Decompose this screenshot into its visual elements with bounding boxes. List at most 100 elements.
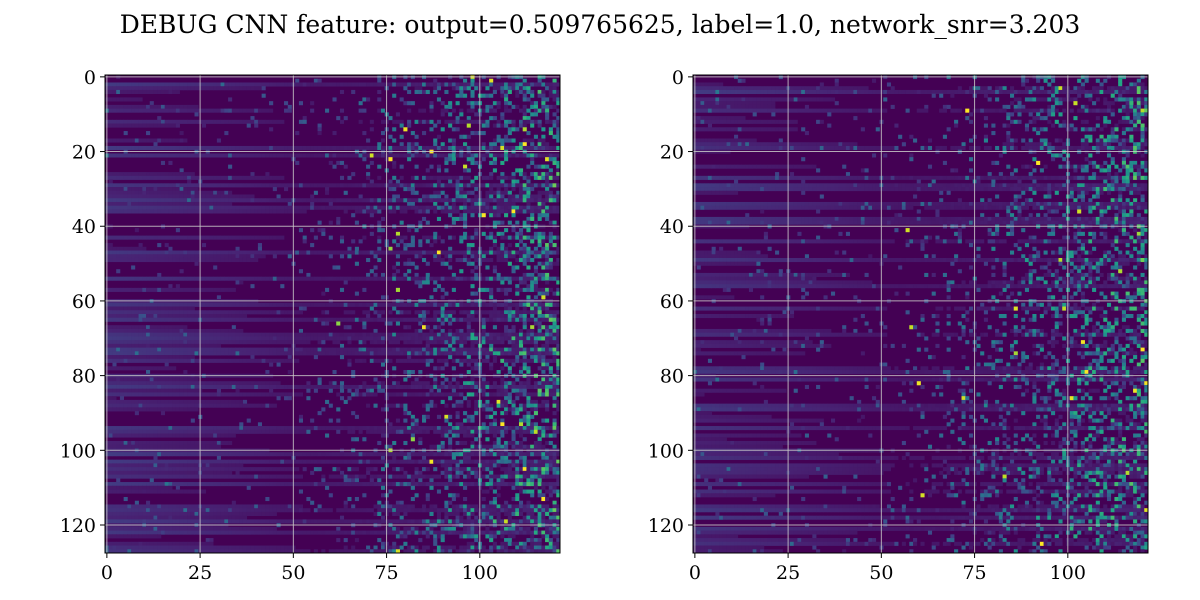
heatmap-cell: [474, 257, 479, 263]
heatmap-cell: [205, 317, 210, 322]
heatmap-cell: [485, 194, 490, 199]
heatmap-cell: [485, 205, 490, 210]
heatmap-cell: [470, 343, 475, 348]
heatmap-cell: [459, 145, 464, 151]
heatmap-cell: [220, 175, 225, 180]
heatmap-cell: [175, 317, 180, 322]
heatmap-cell: [470, 392, 475, 397]
heatmap-cell: [515, 392, 520, 397]
heatmap-cell: [164, 355, 169, 360]
heatmap-cell: [127, 172, 132, 177]
heatmap-cell: [414, 347, 419, 352]
heatmap-cell: [429, 388, 434, 393]
heatmap-cell: [146, 201, 151, 207]
heatmap-cell: [507, 138, 512, 143]
heatmap-cell: [496, 153, 501, 158]
heatmap-cell: [134, 343, 139, 348]
heatmap-cell: [138, 190, 143, 195]
heatmap-cell: [492, 116, 497, 121]
heatmap-cell: [425, 168, 430, 173]
heatmap-cell: [108, 187, 113, 192]
heatmap-cell: [418, 198, 423, 203]
heatmap-cell: [500, 190, 505, 195]
heatmap-cell: [123, 198, 128, 203]
heatmap-cell: [231, 119, 236, 124]
heatmap-cell: [537, 250, 542, 255]
heatmap-cell: [131, 351, 136, 356]
heatmap-cell: [272, 403, 277, 408]
heatmap-cell: [328, 317, 333, 322]
heatmap-cell: [410, 153, 415, 158]
heatmap-cell: [302, 205, 307, 210]
heatmap-cell: [172, 108, 177, 113]
heatmap-cell: [541, 336, 546, 341]
heatmap-cell: [127, 86, 132, 91]
heatmap-cell: [146, 138, 151, 143]
heatmap-cell: [440, 351, 445, 356]
heatmap-cell: [481, 183, 486, 188]
heatmap-cell: [466, 175, 471, 180]
heatmap-cell: [537, 366, 542, 371]
heatmap-cell: [530, 276, 535, 281]
heatmap-cell: [470, 366, 475, 371]
heatmap-cell: [201, 381, 207, 386]
heatmap-cell: [213, 302, 218, 307]
heatmap-cell: [429, 351, 434, 356]
heatmap-cell: [410, 414, 415, 419]
heatmap-cell: [149, 366, 154, 371]
heatmap-cell: [116, 82, 121, 87]
heatmap-cell: [545, 276, 550, 281]
heatmap-cell: [500, 254, 505, 259]
heatmap-cell: [157, 355, 162, 360]
heatmap-cell: [545, 112, 550, 117]
heatmap-cell: [179, 183, 184, 188]
heatmap-cell: [530, 407, 535, 412]
heatmap-cell: [414, 142, 419, 147]
heatmap-cell: [310, 82, 315, 87]
heatmap-cell: [466, 328, 471, 334]
heatmap-cell: [448, 175, 453, 180]
heatmap-cell: [459, 317, 464, 322]
heatmap-cell: [108, 377, 113, 382]
heatmap-cell: [183, 310, 188, 315]
heatmap-cell: [325, 302, 330, 307]
heatmap-cell: [265, 370, 270, 375]
heatmap-cell: [507, 108, 512, 113]
heatmap-cell: [302, 317, 307, 322]
heatmap-cell: [533, 317, 538, 322]
heatmap-cell: [276, 235, 281, 240]
heatmap-cell: [112, 325, 117, 330]
heatmap-cell: [548, 198, 553, 203]
heatmap-cell: [522, 116, 527, 121]
heatmap-cell: [157, 235, 162, 240]
heatmap-cell: [414, 276, 419, 281]
heatmap-cell: [190, 108, 195, 113]
heatmap-cell: [511, 332, 516, 337]
heatmap-cell: [354, 220, 359, 225]
heatmap-cell: [146, 190, 151, 195]
heatmap-cell: [548, 89, 553, 95]
heatmap-cell: [533, 101, 538, 106]
heatmap-cell: [127, 403, 132, 408]
heatmap-cell: [533, 112, 538, 117]
heatmap-cell: [518, 209, 524, 214]
heatmap-cell: [265, 302, 270, 307]
heatmap-cell: [160, 153, 166, 158]
heatmap-cell: [545, 272, 550, 277]
heatmap-cell: [362, 145, 367, 151]
heatmap-cell: [526, 164, 531, 169]
heatmap-cell: [190, 254, 195, 259]
heatmap-cell: [463, 351, 468, 356]
heatmap-cell: [522, 123, 527, 128]
heatmap-cell: [131, 246, 136, 251]
heatmap-cell: [504, 101, 509, 106]
heatmap-cell: [235, 336, 240, 341]
heatmap-cell: [187, 317, 192, 322]
heatmap-cell: [418, 302, 423, 307]
heatmap-cell: [500, 112, 505, 117]
heatmap-cell: [339, 347, 345, 352]
heatmap-cell: [395, 231, 400, 236]
heatmap-cell: [131, 388, 136, 393]
heatmap-cell: [142, 358, 147, 363]
heatmap-cell: [265, 392, 270, 397]
